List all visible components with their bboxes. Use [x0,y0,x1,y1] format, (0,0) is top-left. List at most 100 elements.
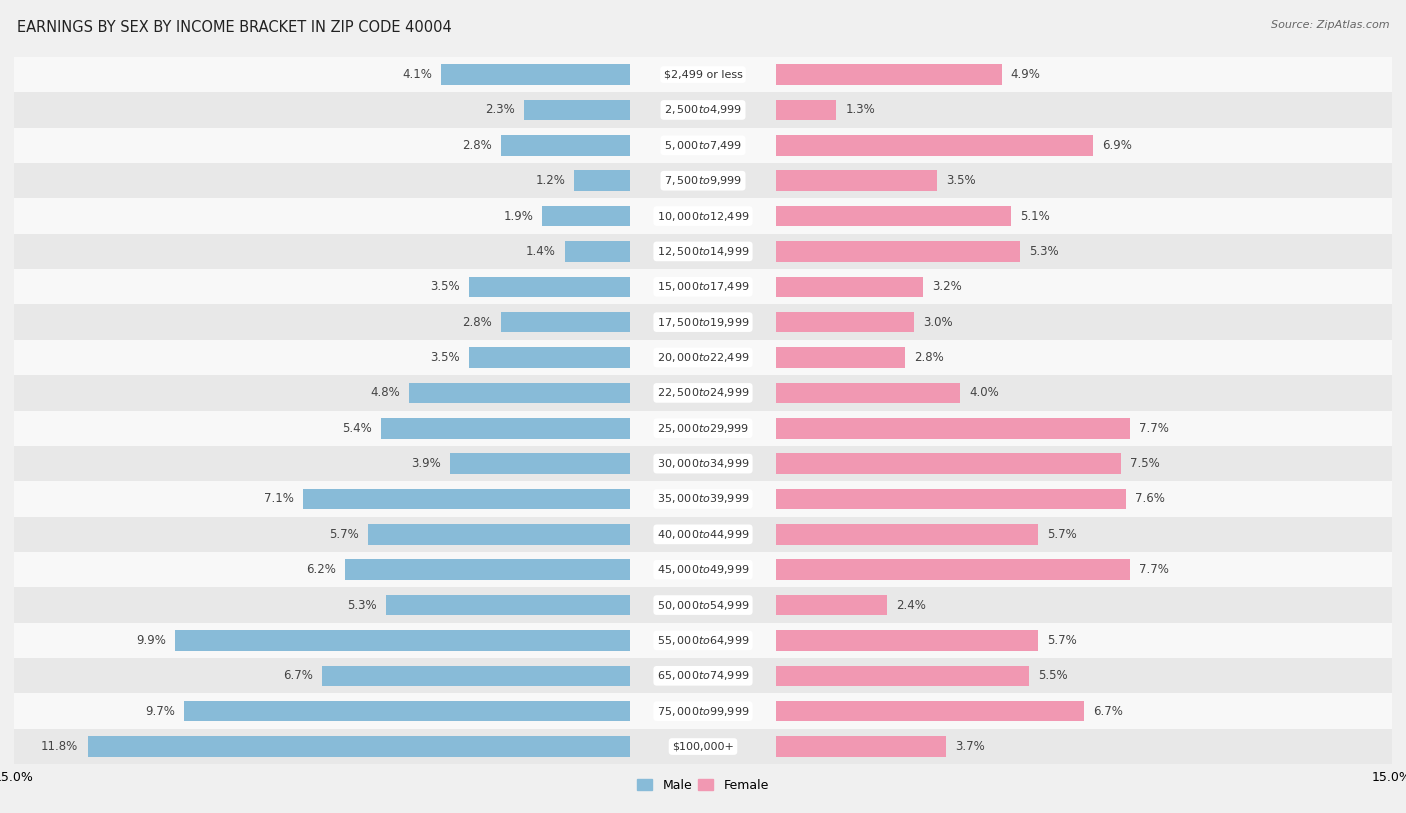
Text: $30,000 to $34,999: $30,000 to $34,999 [657,457,749,470]
Text: $40,000 to $44,999: $40,000 to $44,999 [657,528,749,541]
Text: 6.7%: 6.7% [1094,705,1123,718]
Text: 6.9%: 6.9% [1102,139,1132,152]
Text: 5.3%: 5.3% [347,598,377,611]
Bar [14,552,1392,587]
Text: $5,000 to $7,499: $5,000 to $7,499 [664,139,742,152]
Bar [174,630,630,650]
Text: $10,000 to $12,499: $10,000 to $12,499 [657,210,749,223]
Text: EARNINGS BY SEX BY INCOME BRACKET IN ZIP CODE 40004: EARNINGS BY SEX BY INCOME BRACKET IN ZIP… [17,20,451,35]
Bar [14,623,1392,659]
Bar [14,163,1392,198]
Bar [776,347,905,367]
Bar [776,559,1130,580]
Text: 7.5%: 7.5% [1130,457,1160,470]
Bar [441,64,630,85]
Bar [501,135,630,155]
Bar [776,206,1011,226]
Bar [14,693,1392,729]
Bar [776,524,1038,545]
Bar [776,454,1121,474]
Bar [14,233,1392,269]
Bar [14,340,1392,375]
Text: Source: ZipAtlas.com: Source: ZipAtlas.com [1271,20,1389,30]
Text: 5.7%: 5.7% [1047,528,1077,541]
Text: 3.5%: 3.5% [946,174,976,187]
Text: 5.7%: 5.7% [329,528,359,541]
Bar [776,135,1094,155]
Text: 4.0%: 4.0% [969,386,1000,399]
Text: 5.5%: 5.5% [1038,669,1069,682]
Text: 1.2%: 1.2% [536,174,565,187]
Text: 9.7%: 9.7% [145,705,174,718]
Text: 1.9%: 1.9% [503,210,533,223]
Text: 6.7%: 6.7% [283,669,312,682]
Bar [381,418,630,438]
Bar [14,481,1392,517]
Bar [776,630,1038,650]
Text: 7.6%: 7.6% [1135,493,1164,506]
Text: 7.1%: 7.1% [264,493,294,506]
Bar [14,729,1392,764]
Text: 6.2%: 6.2% [305,563,336,576]
Bar [387,595,630,615]
Text: $45,000 to $49,999: $45,000 to $49,999 [657,563,749,576]
Text: $12,500 to $14,999: $12,500 to $14,999 [657,245,749,258]
Bar [409,383,630,403]
Text: $75,000 to $99,999: $75,000 to $99,999 [657,705,749,718]
Bar [344,559,630,580]
Text: 3.2%: 3.2% [932,280,962,293]
Bar [776,312,914,333]
Text: $7,500 to $9,999: $7,500 to $9,999 [664,174,742,187]
Bar [14,128,1392,163]
Bar [543,206,630,226]
Text: 4.9%: 4.9% [1011,68,1040,81]
Text: $20,000 to $22,499: $20,000 to $22,499 [657,351,749,364]
Text: 2.8%: 2.8% [463,139,492,152]
Text: $17,500 to $19,999: $17,500 to $19,999 [657,315,749,328]
Bar [450,454,630,474]
Bar [304,489,630,509]
Bar [14,198,1392,234]
Bar [14,587,1392,623]
Bar [776,171,938,191]
Bar [776,100,837,120]
Text: $15,000 to $17,499: $15,000 to $17,499 [657,280,749,293]
Bar [776,489,1126,509]
Text: 3.7%: 3.7% [956,740,986,753]
Text: $22,500 to $24,999: $22,500 to $24,999 [657,386,749,399]
Text: $50,000 to $54,999: $50,000 to $54,999 [657,598,749,611]
Text: 2.4%: 2.4% [896,598,925,611]
Text: 4.1%: 4.1% [402,68,432,81]
Bar [184,701,630,721]
Bar [565,241,630,262]
Text: 3.9%: 3.9% [412,457,441,470]
Text: 7.7%: 7.7% [1139,563,1170,576]
Bar [368,524,630,545]
Bar [776,241,1019,262]
Text: $25,000 to $29,999: $25,000 to $29,999 [657,422,749,435]
Bar [524,100,630,120]
Bar [776,701,1084,721]
Text: 2.8%: 2.8% [914,351,943,364]
Text: $100,000+: $100,000+ [672,741,734,751]
Text: 5.4%: 5.4% [343,422,373,435]
Text: 7.7%: 7.7% [1139,422,1170,435]
Bar [501,312,630,333]
Text: $65,000 to $74,999: $65,000 to $74,999 [657,669,749,682]
Bar [14,517,1392,552]
Bar [14,304,1392,340]
Text: 3.0%: 3.0% [924,315,953,328]
Text: 2.3%: 2.3% [485,103,515,116]
Text: 5.3%: 5.3% [1029,245,1059,258]
Text: $55,000 to $64,999: $55,000 to $64,999 [657,634,749,647]
Bar [776,276,924,297]
Text: $2,500 to $4,999: $2,500 to $4,999 [664,103,742,116]
Bar [14,269,1392,304]
Bar [14,446,1392,481]
Bar [776,383,960,403]
Text: 3.5%: 3.5% [430,280,460,293]
Bar [776,64,1001,85]
Text: 1.4%: 1.4% [526,245,555,258]
Text: 11.8%: 11.8% [41,740,79,753]
Legend: Male, Female: Male, Female [633,774,773,797]
